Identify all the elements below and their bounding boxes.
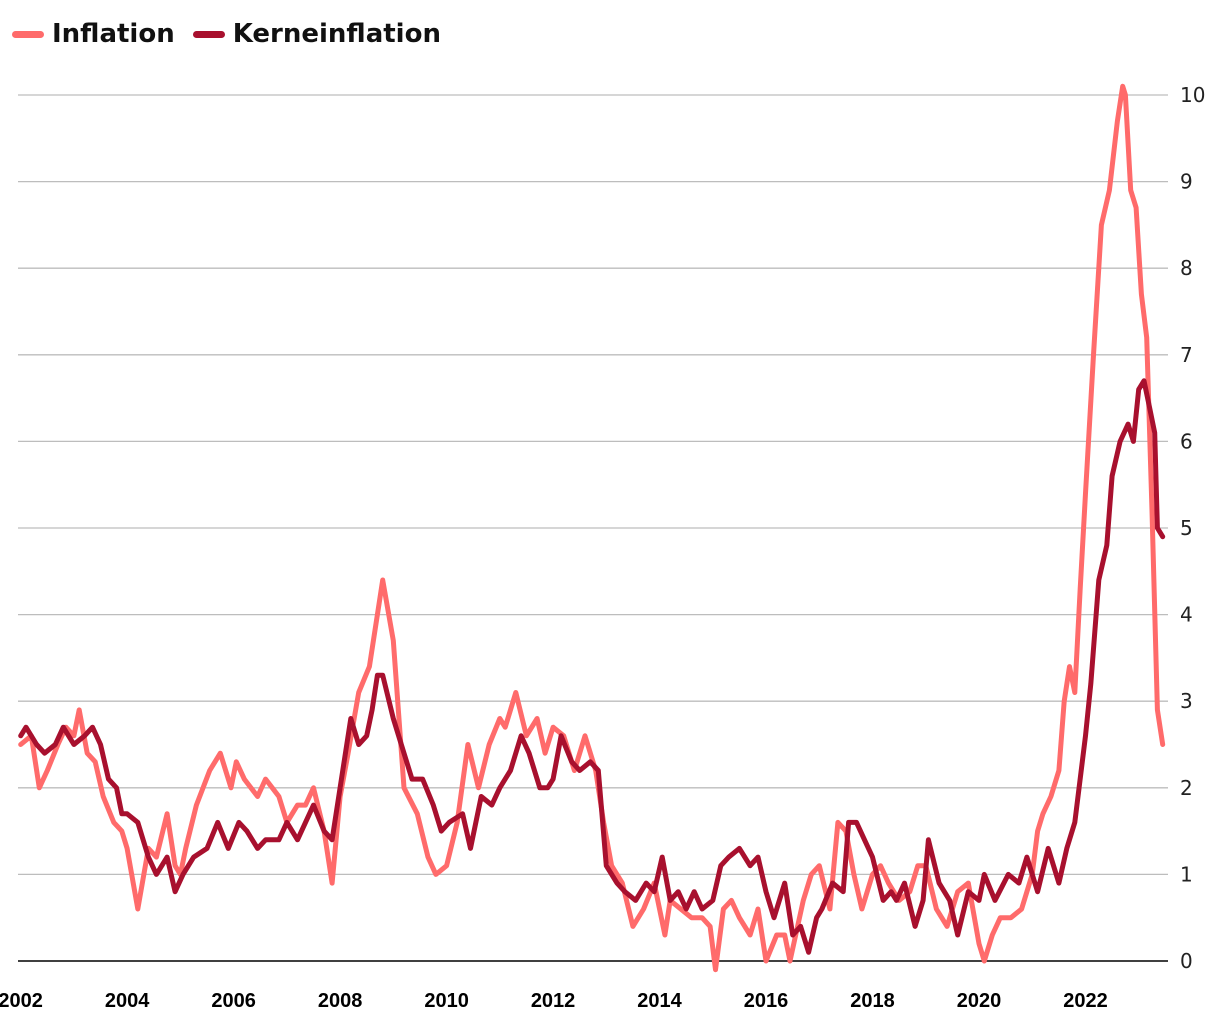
- y-tick-label-1: 1: [1180, 862, 1193, 886]
- x-tick-label-2008: 2008: [318, 990, 363, 1012]
- x-tick-label-2004: 2004: [105, 990, 150, 1012]
- x-tick-label-2020: 2020: [957, 990, 1002, 1012]
- series-lines: [18, 83, 1166, 973]
- legend-swatch-inflation: [12, 30, 44, 38]
- x-tick-label-2010: 2010: [424, 990, 469, 1012]
- x-axis-ticks: 2002 2004 2006 2008 2010 2012 2014 2016 2018 2020…: [0, 990, 1108, 1012]
- y-tick-label-2: 2: [1180, 776, 1193, 800]
- y-tick-label-10: 10: [1180, 83, 1205, 107]
- grid-lines: [18, 94, 1168, 962]
- x-tick-label-2016: 2016: [744, 990, 789, 1012]
- y-tick-label-0: 0: [1180, 949, 1193, 973]
- legend-swatch-kerneinflation: [192, 30, 225, 38]
- x-tick-label-2022: 2022: [1063, 990, 1108, 1012]
- y-tick-label-4: 4: [1180, 603, 1193, 627]
- legend: Inflation Kerneinflation: [12, 14, 459, 54]
- x-tick-label-2014: 2014: [637, 990, 682, 1012]
- y-tick-label-6: 6: [1180, 429, 1193, 453]
- x-tick-label-2018: 2018: [850, 990, 895, 1012]
- x-tick-label-2002: 2002: [0, 990, 43, 1012]
- legend-item-inflation[interactable]: Inflation: [12, 19, 175, 49]
- y-tick-label-7: 7: [1180, 343, 1193, 367]
- x-tick-label-2006: 2006: [211, 990, 256, 1012]
- legend-label-kerneinflation: Kerneinflation: [232, 19, 441, 49]
- y-tick-label-3: 3: [1180, 689, 1193, 713]
- y-tick-label-9: 9: [1180, 170, 1193, 194]
- legend-item-kerneinflation[interactable]: Kerneinflation: [192, 19, 441, 49]
- y-axis-ticks: 0 1 2 3 4 5 6 7 8 9 10: [1180, 83, 1205, 973]
- x-tick-label-2012: 2012: [531, 990, 576, 1012]
- y-tick-label-5: 5: [1180, 516, 1193, 540]
- series-line-kerneinflation[interactable]: [18, 378, 1166, 955]
- y-tick-label-8: 8: [1180, 256, 1193, 280]
- legend-label-inflation: Inflation: [52, 19, 175, 49]
